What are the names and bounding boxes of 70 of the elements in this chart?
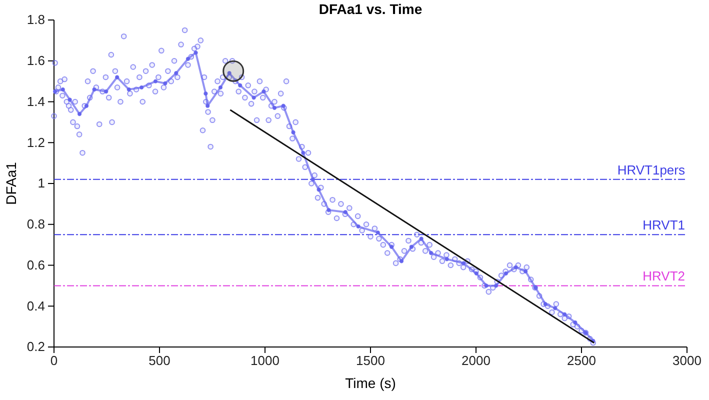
point (484, 284, 488, 288)
point (194, 50, 198, 55)
x-tick-label: 3000 (672, 353, 702, 368)
point (553, 306, 558, 310)
y-tick-label: 1 (38, 176, 45, 191)
point (252, 96, 256, 100)
point (174, 71, 178, 76)
point (444, 257, 449, 262)
point (419, 236, 424, 241)
point (326, 208, 331, 212)
point (428, 250, 434, 256)
point (409, 244, 414, 249)
point (281, 104, 286, 108)
x-tick-label: 500 (148, 353, 170, 368)
x-tick-label: 1000 (250, 353, 280, 368)
x-axis-title: Time (s) (345, 375, 396, 391)
point (84, 104, 89, 108)
y-tick-label: 1.8 (26, 12, 45, 28)
point (504, 271, 508, 276)
point (60, 87, 65, 92)
point (399, 259, 404, 264)
point (310, 177, 315, 182)
y-tick-label: 0.4 (26, 298, 45, 314)
ref-line-label: HRVT2 (642, 268, 685, 284)
point (562, 312, 567, 316)
point (543, 302, 548, 306)
y-tick-label: 0.6 (26, 257, 45, 272)
point (238, 83, 242, 88)
y-tick-label: 1.4 (26, 94, 45, 109)
point (301, 150, 306, 155)
point (291, 130, 296, 134)
point (186, 56, 190, 61)
point (68, 98, 72, 102)
point (343, 210, 348, 214)
point (153, 79, 158, 84)
point (163, 81, 168, 86)
point (77, 112, 82, 116)
x-tick-label: 2000 (462, 353, 490, 368)
point (356, 224, 360, 229)
point (390, 244, 394, 249)
point (139, 85, 144, 90)
ref-line-label: HRVT1 (642, 218, 685, 233)
chart-title: DFAa1 vs. Time (318, 1, 422, 17)
point (316, 188, 321, 192)
point (376, 230, 380, 235)
x-tick-label: 1500 (356, 353, 385, 368)
x-tick-label: 0 (50, 353, 58, 368)
point (104, 89, 108, 94)
point (126, 87, 131, 92)
point (514, 265, 518, 270)
point (474, 271, 479, 276)
y-tick-label: 1.6 (26, 53, 45, 68)
point (114, 75, 120, 80)
point (227, 71, 232, 76)
point (461, 261, 466, 266)
point (204, 91, 208, 96)
point (206, 104, 210, 108)
point (573, 320, 578, 325)
point (218, 85, 223, 90)
y-axis-title: DFAa1 (3, 162, 19, 205)
y-tick-label: 1.2 (26, 134, 45, 150)
point (494, 284, 498, 288)
x-tick-label: 2500 (567, 353, 596, 368)
point (262, 89, 266, 94)
y-tick-label: 0.2 (26, 339, 45, 354)
ref-line-label: HRVT1pers (617, 162, 686, 178)
point (92, 87, 96, 92)
y-tick-label: 0.8 (26, 216, 45, 232)
point (272, 106, 277, 110)
point (523, 269, 528, 274)
